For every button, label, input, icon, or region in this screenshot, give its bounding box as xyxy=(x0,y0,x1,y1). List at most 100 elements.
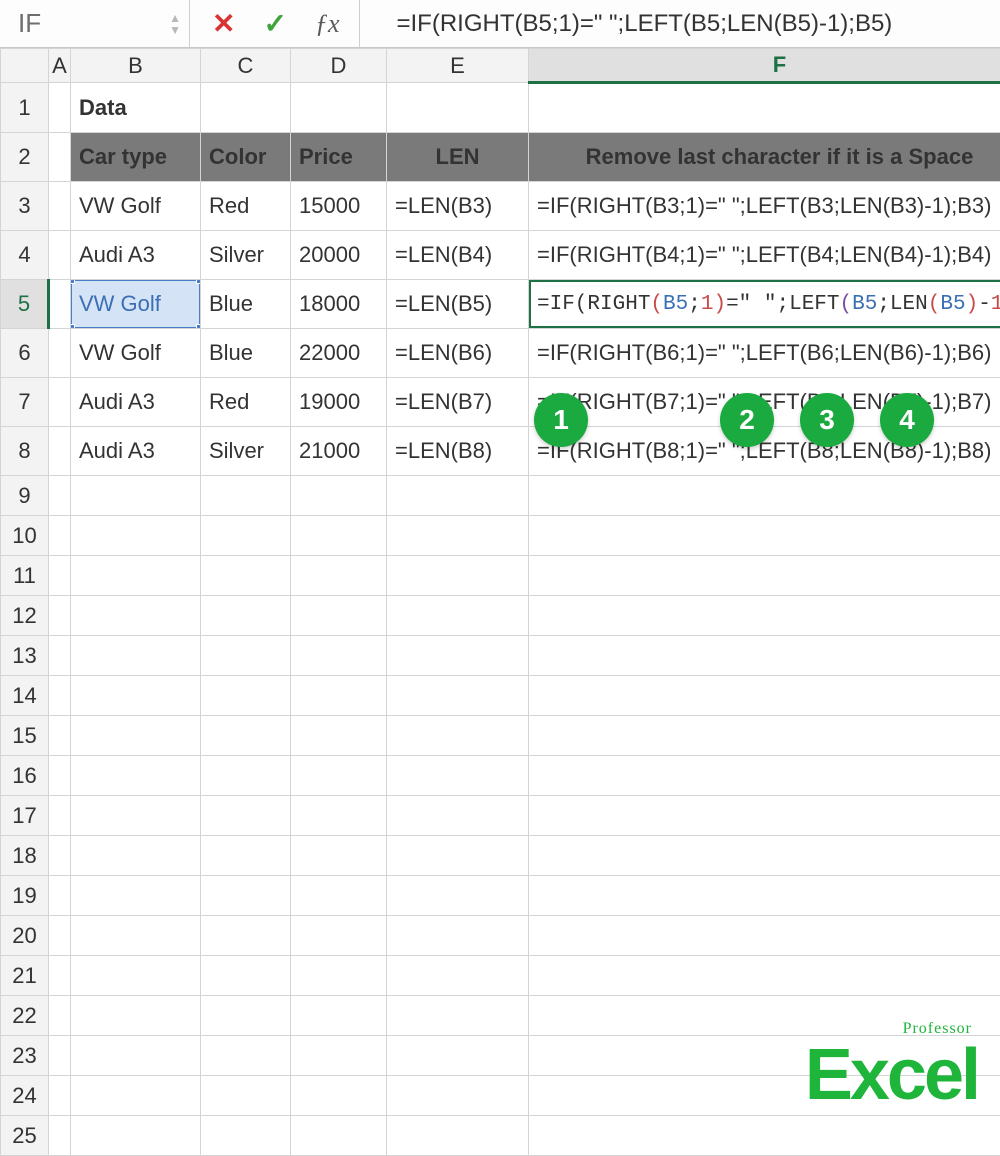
cell-empty[interactable] xyxy=(387,556,529,596)
cell-empty[interactable] xyxy=(529,956,1000,996)
cell-B7[interactable]: Audi A3 xyxy=(71,378,201,427)
row-header-13[interactable]: 13 xyxy=(1,636,49,676)
cell-empty[interactable] xyxy=(201,756,291,796)
cell-empty[interactable] xyxy=(291,516,387,556)
cell-empty[interactable] xyxy=(529,636,1000,676)
cell-empty[interactable] xyxy=(291,596,387,636)
cell-empty[interactable] xyxy=(201,796,291,836)
cell-empty[interactable] xyxy=(49,796,71,836)
row-header-7[interactable]: 7 xyxy=(1,378,49,427)
hdr-len[interactable]: LEN xyxy=(387,133,529,182)
cell-A5[interactable] xyxy=(49,280,71,329)
cell-empty[interactable] xyxy=(201,636,291,676)
cell-empty[interactable] xyxy=(49,1116,71,1156)
cell-empty[interactable] xyxy=(71,516,201,556)
cell-F5[interactable]: =IF(RIGHT(B5;1)=" ";LEFT(B5;LEN(B5)-1);B… xyxy=(529,280,1000,329)
cell-empty[interactable] xyxy=(49,716,71,756)
cell-B1[interactable]: Data xyxy=(71,83,201,133)
cell-empty[interactable] xyxy=(387,636,529,676)
row-header-21[interactable]: 21 xyxy=(1,956,49,996)
cell-E5[interactable]: =LEN(B5) xyxy=(387,280,529,329)
row-header-20[interactable]: 20 xyxy=(1,916,49,956)
cell-empty[interactable] xyxy=(291,716,387,756)
cell-empty[interactable] xyxy=(71,476,201,516)
row-header-24[interactable]: 24 xyxy=(1,1076,49,1116)
row-header-19[interactable]: 19 xyxy=(1,876,49,916)
cell-empty[interactable] xyxy=(71,1076,201,1116)
cell-A7[interactable] xyxy=(49,378,71,427)
fx-icon[interactable]: ƒx xyxy=(315,0,361,48)
cell-A8[interactable] xyxy=(49,427,71,476)
col-header-F[interactable]: F xyxy=(529,49,1000,83)
cell-empty[interactable] xyxy=(387,756,529,796)
cell-empty[interactable] xyxy=(291,636,387,676)
cell-empty[interactable] xyxy=(49,996,71,1036)
cell-F6[interactable]: =IF(RIGHT(B6;1)=" ";LEFT(B6;LEN(B6)-1);B… xyxy=(529,329,1000,378)
row-header-1[interactable]: 1 xyxy=(1,83,49,133)
cell-D7[interactable]: 19000 xyxy=(291,378,387,427)
cell-E6[interactable]: =LEN(B6) xyxy=(387,329,529,378)
cell-empty[interactable] xyxy=(291,756,387,796)
cell-empty[interactable] xyxy=(387,1036,529,1076)
row-header-14[interactable]: 14 xyxy=(1,676,49,716)
col-header-A[interactable]: A xyxy=(49,49,71,83)
cell-empty[interactable] xyxy=(71,796,201,836)
formula-input[interactable]: =IF(RIGHT(B5;1)=" ";LEFT(B5;LEN(B5)-1);B… xyxy=(382,10,1000,38)
row-header-23[interactable]: 23 xyxy=(1,1036,49,1076)
select-all-corner[interactable] xyxy=(1,49,49,83)
cell-empty[interactable] xyxy=(49,636,71,676)
col-header-E[interactable]: E xyxy=(387,49,529,83)
cell-empty[interactable] xyxy=(201,1116,291,1156)
cell-empty[interactable] xyxy=(387,916,529,956)
cell-empty[interactable] xyxy=(71,1036,201,1076)
cell-empty[interactable] xyxy=(387,1116,529,1156)
cell-empty[interactable] xyxy=(49,1076,71,1116)
cell-F4[interactable]: =IF(RIGHT(B4;1)=" ";LEFT(B4;LEN(B4)-1);B… xyxy=(529,231,1000,280)
cell-D5[interactable]: 18000 xyxy=(291,280,387,329)
cell-empty[interactable] xyxy=(529,836,1000,876)
cell-empty[interactable] xyxy=(201,996,291,1036)
cell-D1[interactable] xyxy=(291,83,387,133)
cell-empty[interactable] xyxy=(49,956,71,996)
cell-empty[interactable] xyxy=(201,676,291,716)
cell-empty[interactable] xyxy=(49,876,71,916)
col-header-B[interactable]: B xyxy=(71,49,201,83)
cell-B4[interactable]: Audi A3 xyxy=(71,231,201,280)
cell-empty[interactable] xyxy=(291,476,387,516)
cell-C5[interactable]: Blue xyxy=(201,280,291,329)
cell-empty[interactable] xyxy=(201,476,291,516)
cell-empty[interactable] xyxy=(71,996,201,1036)
row-header-11[interactable]: 11 xyxy=(1,556,49,596)
cell-empty[interactable] xyxy=(387,676,529,716)
cell-empty[interactable] xyxy=(201,956,291,996)
row-header-15[interactable]: 15 xyxy=(1,716,49,756)
cell-empty[interactable] xyxy=(71,716,201,756)
cell-empty[interactable] xyxy=(529,796,1000,836)
cell-empty[interactable] xyxy=(387,1076,529,1116)
cell-empty[interactable] xyxy=(387,516,529,556)
cell-empty[interactable] xyxy=(49,556,71,596)
cell-empty[interactable] xyxy=(291,676,387,716)
cell-empty[interactable] xyxy=(201,1076,291,1116)
cell-empty[interactable] xyxy=(387,596,529,636)
cell-A1[interactable] xyxy=(49,83,71,133)
cell-B6[interactable]: VW Golf xyxy=(71,329,201,378)
cell-D8[interactable]: 21000 xyxy=(291,427,387,476)
cell-empty[interactable] xyxy=(71,676,201,716)
row-header-10[interactable]: 10 xyxy=(1,516,49,556)
cell-empty[interactable] xyxy=(201,876,291,916)
cell-empty[interactable] xyxy=(387,836,529,876)
cell-empty[interactable] xyxy=(529,916,1000,956)
cell-empty[interactable] xyxy=(529,756,1000,796)
cell-empty[interactable] xyxy=(201,916,291,956)
cell-empty[interactable] xyxy=(71,1116,201,1156)
cell-empty[interactable] xyxy=(529,676,1000,716)
row-header-17[interactable]: 17 xyxy=(1,796,49,836)
cell-empty[interactable] xyxy=(49,516,71,556)
hdr-car-type[interactable]: Car type xyxy=(71,133,201,182)
cell-empty[interactable] xyxy=(201,596,291,636)
cell-empty[interactable] xyxy=(71,956,201,996)
cell-B3[interactable]: VW Golf xyxy=(71,182,201,231)
cell-empty[interactable] xyxy=(71,876,201,916)
cell-empty[interactable] xyxy=(291,836,387,876)
